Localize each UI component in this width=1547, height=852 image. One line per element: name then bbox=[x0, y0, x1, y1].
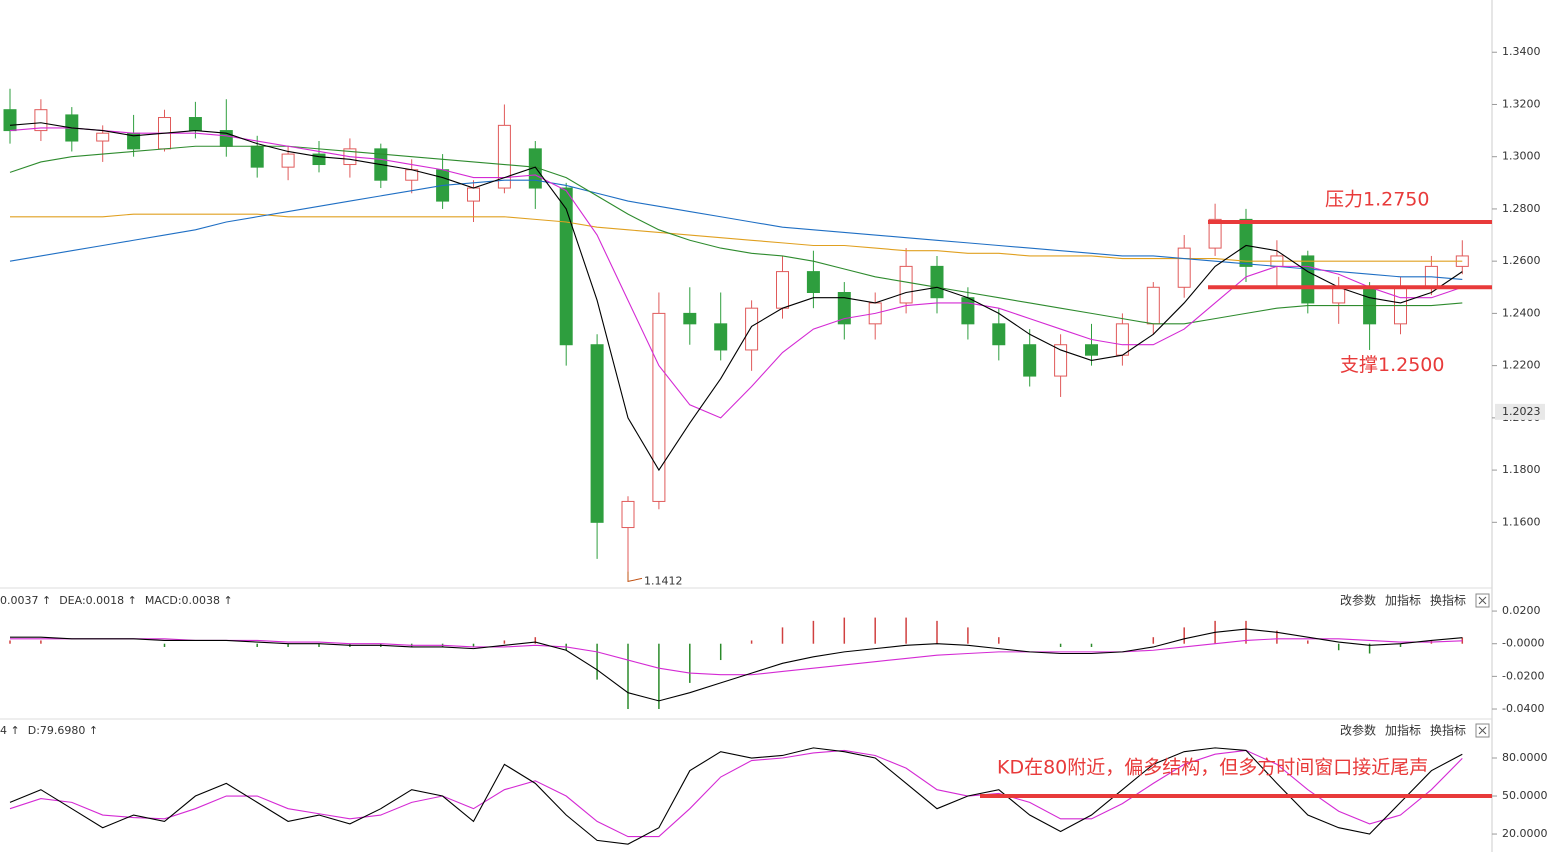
indicator-line bbox=[9, 179, 1463, 280]
candle-body bbox=[1085, 344, 1098, 356]
candle-body bbox=[467, 187, 480, 202]
candle-body bbox=[559, 187, 573, 346]
candle-body bbox=[590, 344, 604, 523]
candle-body bbox=[1054, 344, 1068, 377]
y-tick-label: 1.1800 bbox=[1502, 463, 1541, 476]
candle-body bbox=[281, 153, 295, 168]
candle-body bbox=[652, 312, 666, 502]
candle-body bbox=[1177, 247, 1191, 288]
indicator-line bbox=[9, 747, 1463, 845]
candle-body bbox=[745, 307, 759, 351]
y-tick-label: -0.0200 bbox=[1502, 669, 1544, 682]
indicator-value: DEA:0.0018 ↑ bbox=[59, 594, 137, 607]
y-tick-label: 1.2800 bbox=[1502, 202, 1541, 215]
candle-body bbox=[837, 292, 851, 325]
candle-body bbox=[621, 500, 635, 529]
candle-body bbox=[1239, 218, 1253, 267]
indicator-line bbox=[9, 122, 1463, 472]
candle-body bbox=[930, 265, 944, 299]
y-tick-label: -0.0400 bbox=[1502, 702, 1544, 715]
candle-body bbox=[1023, 344, 1037, 377]
candle-body bbox=[1115, 323, 1129, 356]
candle-body bbox=[1208, 218, 1222, 249]
candle-body bbox=[3, 109, 17, 132]
candle-body bbox=[714, 323, 728, 351]
last-price-label: 1.2023 bbox=[1502, 405, 1541, 418]
candle-body bbox=[312, 153, 326, 166]
indicator-button[interactable]: 改参数 bbox=[1340, 593, 1376, 608]
candle-body bbox=[683, 312, 697, 325]
y-tick-label: 1.3400 bbox=[1502, 45, 1541, 58]
candle-body bbox=[1146, 286, 1160, 325]
y-tick-label: -0.0000 bbox=[1502, 637, 1544, 650]
y-tick-label: 1.3200 bbox=[1502, 97, 1541, 110]
candle-body bbox=[34, 109, 48, 132]
y-tick-label: 1.2600 bbox=[1502, 254, 1541, 267]
indicator-value: MACD:0.0038 ↑ bbox=[145, 594, 233, 607]
indicator-button[interactable]: 加指标 bbox=[1385, 723, 1421, 738]
candle-body bbox=[1301, 255, 1315, 304]
y-tick-label: 80.0000 bbox=[1502, 751, 1547, 764]
candle-body bbox=[250, 145, 264, 168]
low-marker bbox=[627, 571, 643, 583]
indicator-line bbox=[10, 628, 1463, 702]
candle-body bbox=[961, 297, 975, 325]
candle-body bbox=[806, 271, 820, 294]
close-icon bbox=[1478, 726, 1487, 735]
annotation-text: KD在80附近，偏多结构，但多方时间窗口接近尾声 bbox=[997, 757, 1428, 779]
y-tick-label: 50.0000 bbox=[1502, 789, 1547, 802]
last-price-box bbox=[1495, 403, 1545, 420]
close-icon bbox=[1478, 596, 1487, 605]
indicator-line bbox=[10, 638, 1463, 676]
y-tick-label: 20.0000 bbox=[1502, 827, 1547, 840]
y-tick-label: 1.2200 bbox=[1502, 359, 1541, 372]
candle-body bbox=[1332, 286, 1346, 304]
indicator-line bbox=[9, 749, 1463, 838]
candle-body bbox=[188, 117, 202, 132]
low-label: 1.1412 bbox=[644, 574, 683, 587]
annotation-text: 压力1.2750 bbox=[1325, 188, 1429, 210]
y-tick-label: 1.3000 bbox=[1502, 150, 1541, 163]
y-tick-label: 1.1600 bbox=[1502, 515, 1541, 528]
candle-body bbox=[528, 148, 542, 189]
annotation-text: 支撑1.2500 bbox=[1340, 354, 1444, 376]
indicator-line bbox=[9, 145, 1463, 325]
y-tick-label: 0.0200 bbox=[1502, 604, 1541, 617]
candle-body bbox=[899, 265, 913, 304]
candle-body bbox=[776, 271, 789, 309]
indicator-value: D:79.6980 ↑ bbox=[28, 724, 98, 737]
indicator-button[interactable]: 改参数 bbox=[1340, 723, 1376, 738]
indicator-button[interactable]: 加指标 bbox=[1385, 593, 1421, 608]
y-tick-label: 1.2400 bbox=[1502, 306, 1541, 319]
indicator-line bbox=[10, 213, 1463, 262]
candle-body bbox=[96, 132, 110, 142]
indicator-line bbox=[9, 127, 1463, 419]
indicator-button[interactable]: 换指标 bbox=[1430, 723, 1466, 738]
indicator-button[interactable]: 换指标 bbox=[1430, 593, 1466, 608]
indicator-value: 4 ↑ bbox=[0, 724, 20, 737]
candle-body bbox=[992, 323, 1006, 346]
indicator-value: 0.0037 ↑ bbox=[0, 594, 51, 607]
candle-body bbox=[497, 124, 511, 189]
